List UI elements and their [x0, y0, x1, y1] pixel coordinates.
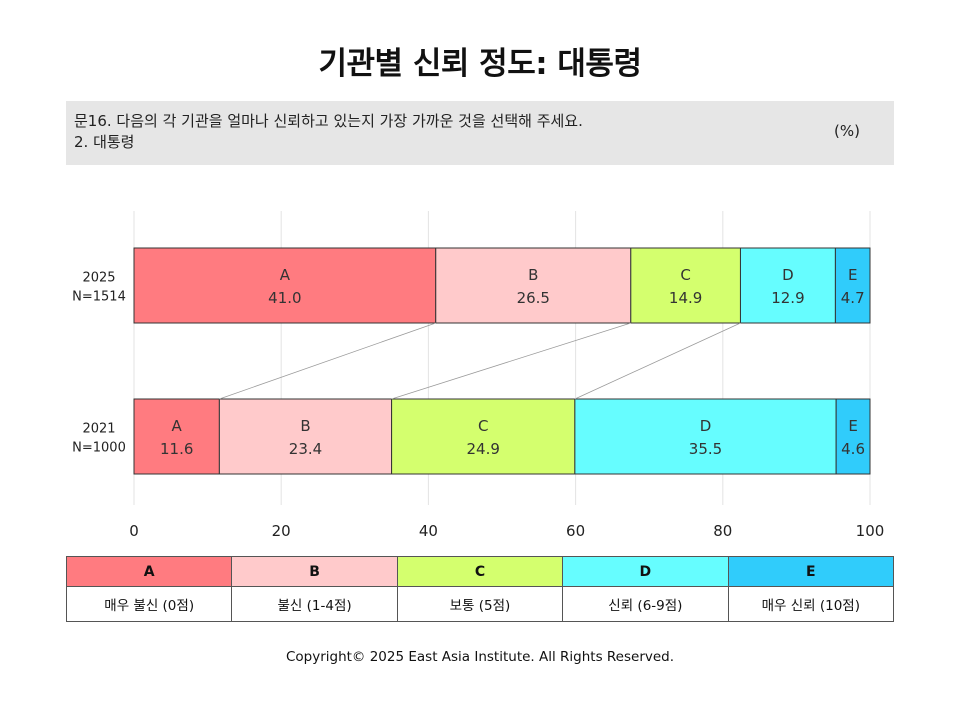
- x-tick-label: 60: [566, 522, 585, 540]
- segment-value-label: 12.9: [771, 289, 804, 307]
- x-tick-label: 0: [129, 522, 139, 540]
- copyright-text: Copyright© 2025 East Asia Institute. All…: [285, 649, 675, 665]
- legend-key-C: C: [396, 556, 564, 587]
- legend-description-row: 매우 불신 (0점) 불신 (1-4점) 보통 (5점) 신뢰 (6-9점) 매우 신뢰…: [65, 586, 895, 622]
- x-tick-label: 100: [856, 522, 885, 540]
- category-n-label: N=1514: [72, 290, 126, 305]
- question-line-2: 2. 대통령: [74, 133, 135, 151]
- legend-key-A: A: [65, 556, 233, 587]
- segment-name-label: D: [782, 266, 794, 284]
- category-n-label: N=1000: [72, 441, 126, 456]
- x-tick-label: 80: [713, 522, 732, 540]
- segment-value-label: 26.5: [517, 289, 550, 307]
- segment-name-label: E: [848, 417, 857, 435]
- connector-line: [219, 322, 436, 400]
- legend-label-A: 매우 불신 (0점): [65, 586, 233, 622]
- legend-label-E: 매우 신뢰 (10점): [727, 586, 895, 622]
- bar-segment-B: [218, 398, 393, 475]
- segment-value-label: 24.9: [467, 440, 500, 458]
- category-year-label: 2025: [82, 271, 115, 286]
- connector-line: [574, 322, 741, 400]
- segment-name-label: D: [700, 417, 712, 435]
- legend-label-B: 불신 (1-4점): [231, 586, 398, 622]
- chart-title: 기관별 신뢰 정도: 대통령: [318, 46, 642, 82]
- bar-segment-E: [835, 398, 871, 475]
- stacked-bar-chart: 0 20 40 60 80 100 A 41.0 B 26.5 C 14.9 D 12.9 E 4.7 2025…: [72, 211, 885, 540]
- unit-label: (%): [834, 122, 860, 140]
- bar-segment-E: [834, 247, 871, 324]
- bar-segment-C: [630, 247, 741, 324]
- segment-value-label: 41.0: [268, 289, 301, 307]
- segment-name-label: C: [680, 266, 690, 284]
- bar-segment-A: [133, 247, 437, 324]
- question-line-1: 문16. 다음의 각 기관을 얼마나 신뢰하고 있는지 가장 가까운 것을 선택…: [74, 112, 583, 130]
- segment-name-label: A: [172, 417, 183, 435]
- segment-value-label: 4.6: [841, 440, 865, 458]
- question-text: 문16. 다음의 각 기관을 얼마나 신뢰하고 있는지 가장 가까운 것을 선택…: [74, 111, 583, 153]
- legend-key-B: B: [231, 556, 398, 587]
- connector-line: [391, 322, 631, 400]
- bar-segment-B: [435, 247, 632, 324]
- legend-label-C: 보통 (5점): [396, 586, 564, 622]
- segment-name-label: B: [300, 417, 310, 435]
- segment-value-label: 11.6: [160, 440, 193, 458]
- segment-value-label: 4.7: [841, 289, 865, 307]
- segment-value-label: 14.9: [669, 289, 702, 307]
- segment-name-label: A: [280, 266, 291, 284]
- legend-key-D: D: [562, 556, 729, 587]
- segment-name-label: B: [528, 266, 538, 284]
- segment-value-label: 35.5: [689, 440, 722, 458]
- x-tick-label: 40: [419, 522, 438, 540]
- category-year-label: 2021: [82, 422, 115, 437]
- bar-segment-D: [574, 398, 837, 475]
- legend-key-E: E: [727, 556, 895, 587]
- bar-segment-C: [391, 398, 576, 475]
- question-box: 문16. 다음의 각 기관을 얼마나 신뢰하고 있는지 가장 가까운 것을 선택…: [66, 101, 894, 165]
- x-tick-label: 20: [272, 522, 291, 540]
- segment-name-label: C: [478, 417, 488, 435]
- bar-segment-D: [739, 247, 836, 324]
- segment-value-label: 23.4: [289, 440, 322, 458]
- segment-name-label: E: [848, 266, 857, 284]
- legend-label-D: 신뢰 (6-9점): [562, 586, 729, 622]
- bar-segment-A: [133, 398, 220, 475]
